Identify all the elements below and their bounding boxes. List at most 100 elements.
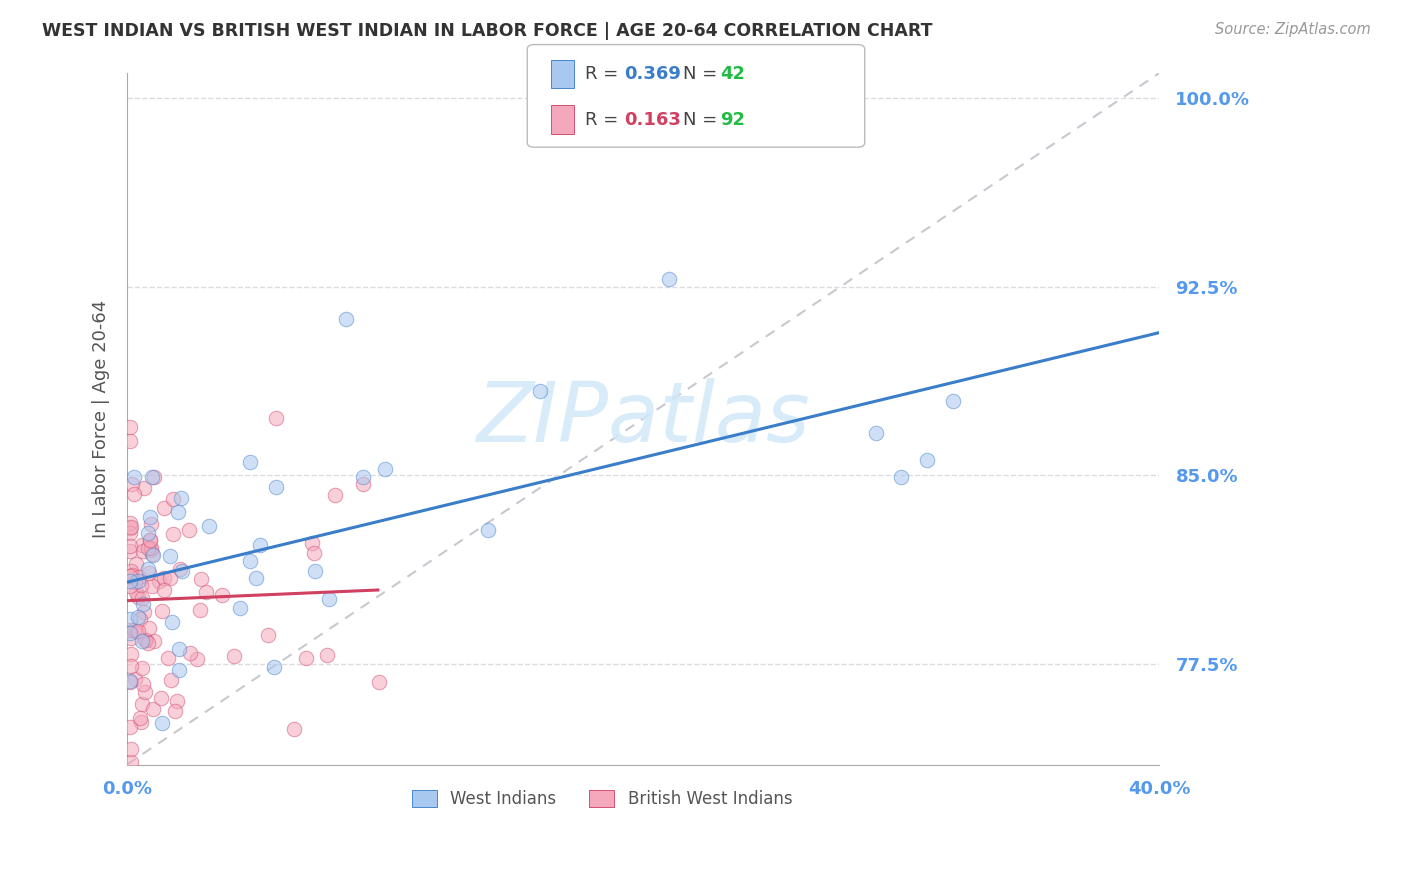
Point (122, 623, 145, 637)
Text: Source: ZipAtlas.com: Source: ZipAtlas.com (1215, 22, 1371, 37)
Point (141, 579, 163, 593)
Point (136, 562, 159, 576)
Point (138, 566, 160, 580)
Point (245, 571, 267, 585)
Point (118, 612, 141, 626)
Point (128, 612, 150, 626)
Point (257, 628, 280, 642)
Point (127, 610, 149, 624)
Point (120, 631, 142, 645)
Point (139, 541, 162, 555)
Point (127, 574, 149, 589)
Point (131, 598, 153, 612)
Point (229, 601, 252, 615)
Point (129, 710, 152, 724)
Point (128, 570, 150, 584)
Point (118, 675, 141, 690)
Point (190, 572, 212, 586)
Point (121, 568, 143, 582)
Point (352, 477, 374, 491)
Point (131, 538, 153, 552)
Point (239, 455, 262, 469)
Point (167, 505, 190, 519)
Point (194, 585, 217, 599)
Point (304, 546, 326, 560)
Point (529, 384, 551, 398)
Point (264, 480, 287, 494)
Point (134, 684, 156, 698)
Point (127, 624, 149, 638)
Point (211, 588, 233, 602)
Point (136, 526, 159, 541)
Point (157, 650, 180, 665)
Point (188, 603, 211, 617)
Text: WEST INDIAN VS BRITISH WEST INDIAN IN LABOR FORCE | AGE 20-64 CORRELATION CHART: WEST INDIAN VS BRITISH WEST INDIAN IN LA… (42, 22, 932, 40)
Point (124, 575, 146, 590)
Point (118, 525, 141, 540)
Point (118, 543, 141, 558)
Point (120, 658, 142, 673)
Point (136, 541, 159, 555)
Point (239, 554, 262, 568)
Point (132, 543, 155, 558)
Point (120, 516, 142, 531)
Point (118, 673, 141, 688)
Point (153, 500, 176, 515)
Point (142, 634, 165, 648)
Point (139, 533, 162, 547)
Point (170, 564, 193, 578)
Point (249, 538, 271, 552)
Point (124, 469, 146, 483)
Point (160, 673, 183, 687)
Text: R =: R = (585, 65, 624, 83)
Point (118, 539, 141, 553)
Point (122, 487, 145, 501)
Point (315, 648, 337, 662)
Point (865, 425, 887, 440)
Point (304, 564, 326, 578)
Point (142, 548, 165, 562)
Point (335, 312, 357, 326)
Point (120, 564, 142, 578)
Point (150, 715, 173, 730)
Point (166, 693, 188, 707)
Point (301, 536, 323, 550)
Point (295, 650, 318, 665)
Point (150, 604, 173, 618)
Point (125, 624, 148, 639)
Point (134, 632, 156, 647)
Text: R =: R = (585, 111, 624, 128)
Point (139, 509, 162, 524)
Point (477, 523, 499, 537)
Point (222, 648, 245, 663)
Point (163, 704, 186, 718)
Point (153, 583, 176, 598)
Point (121, 477, 143, 491)
Point (374, 462, 396, 476)
Point (318, 592, 340, 607)
Point (143, 470, 166, 484)
Point (179, 646, 201, 660)
Point (152, 571, 174, 585)
Point (125, 585, 148, 599)
Text: 42: 42 (720, 65, 745, 83)
Point (177, 523, 200, 537)
Point (263, 660, 285, 674)
Text: N =: N = (683, 65, 723, 83)
Point (132, 676, 155, 690)
Point (142, 702, 165, 716)
Point (352, 470, 374, 484)
Point (942, 393, 965, 408)
Point (118, 574, 141, 588)
Point (124, 673, 146, 687)
Point (132, 605, 155, 619)
Point (118, 626, 141, 640)
Point (118, 569, 141, 583)
Point (658, 272, 681, 286)
Point (125, 557, 148, 571)
Point (139, 543, 162, 558)
Point (915, 453, 938, 467)
Point (890, 470, 912, 484)
Point (120, 420, 142, 434)
Point (134, 481, 156, 495)
